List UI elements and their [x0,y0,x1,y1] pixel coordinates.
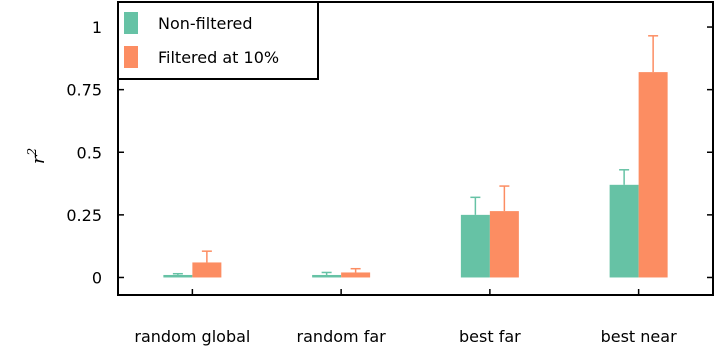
y-axis: 0 0.25 0.5 0.75 1 [66,18,713,287]
bar-filtered-0 [192,262,222,278]
legend-box [117,1,319,80]
y-axis-label-superscript: 2 [25,148,39,157]
legend: Non-filtered Filtered at 10% [117,1,319,80]
x-axis: random global random far best far best near [134,289,677,346]
y-tick-label: 0.5 [77,143,102,162]
y-tick-label: 0 [92,268,102,287]
bar-non-filtered-2 [460,214,490,278]
bar-filtered-2 [489,211,519,278]
plot-area: 0 0.25 0.5 0.75 1 random global random far bes… [66,1,714,346]
bar-non-filtered-0 [163,274,193,278]
bars [163,35,668,278]
y-tick-label: 0.25 [66,206,102,225]
bar-non-filtered-3 [609,184,639,278]
y-tick-label: 1 [92,18,102,37]
bar-non-filtered-1 [312,274,342,278]
y-axis-label-text: r2 [25,148,49,164]
legend-label-0: Non-filtered [158,14,253,33]
bar-filtered-3 [638,72,668,278]
legend-swatch-1 [124,46,138,68]
x-tick-label: random far [297,327,387,346]
y-axis-label-base: r [28,154,49,164]
y-axis-label: r2 [25,148,49,164]
x-tick-label: best near [601,327,677,346]
bar-filtered-1 [341,272,371,278]
x-tick-label: best far [459,327,521,346]
legend-swatch-0 [124,12,138,34]
legend-label-1: Filtered at 10% [158,48,279,67]
plot-frame [117,1,714,296]
x-tick-label: random global [134,327,250,346]
y-tick-label: 0.75 [66,81,102,100]
